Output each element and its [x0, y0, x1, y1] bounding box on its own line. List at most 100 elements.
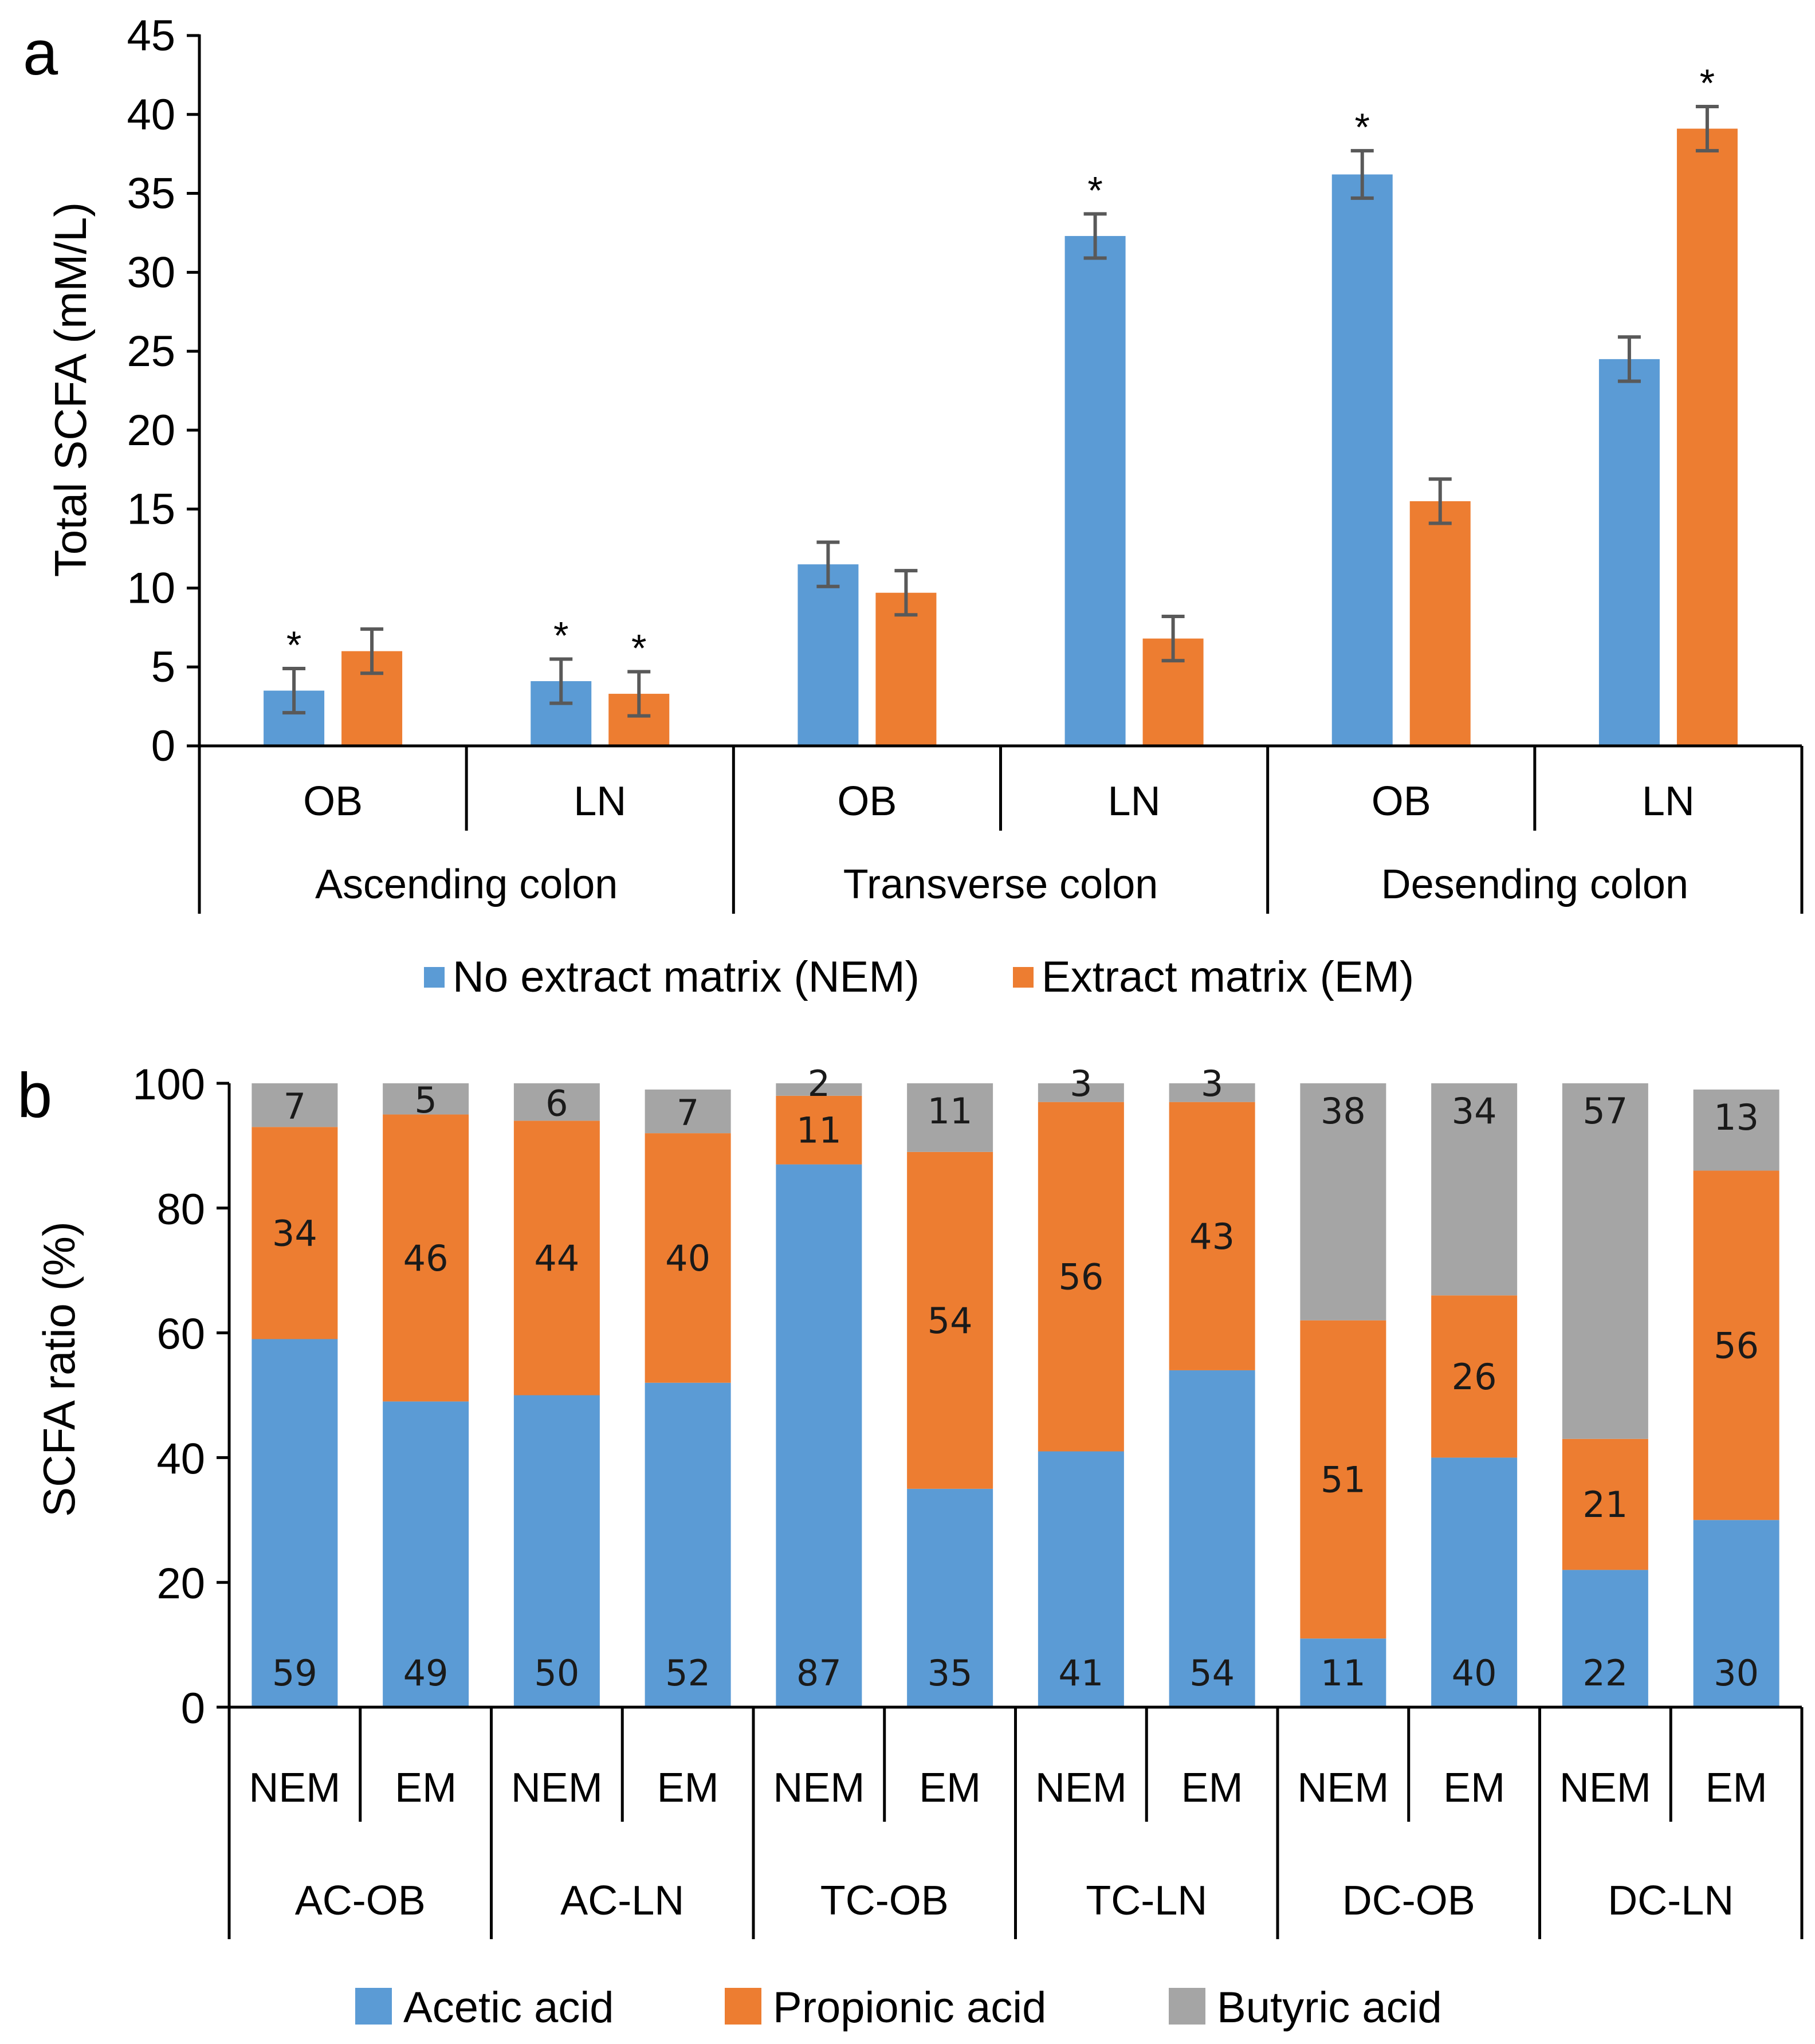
x-category-label: EM — [1443, 1765, 1505, 1811]
segment-propionic — [645, 1133, 731, 1383]
panel-a-y-ticks: 0 5 10 15 20 25 30 35 40 45 — [127, 11, 199, 771]
segment-butyric — [1562, 1083, 1648, 1439]
x-group-label: TC-LN — [1086, 1878, 1207, 1924]
segment-value-label: 34 — [1452, 1090, 1497, 1132]
segment-propionic — [1431, 1295, 1518, 1458]
segment-propionic — [383, 1114, 469, 1402]
bar-nem — [798, 564, 859, 746]
x-category-label: OB — [303, 779, 363, 824]
legend-swatch-nem — [424, 967, 445, 988]
y-tick-label: 10 — [127, 564, 175, 612]
segment-value-label: 26 — [1452, 1356, 1497, 1398]
bar-nem — [1598, 359, 1660, 746]
segment-value-label: 7 — [677, 1092, 699, 1134]
panel-a-chart: a Total SCFA (mM/L) 0 5 10 15 20 25 30 35 40 45 *… — [23, 11, 1804, 1001]
segment-propionic — [252, 1127, 338, 1339]
x-category-label: OB — [1372, 779, 1431, 824]
x-category-label: NEM — [249, 1765, 340, 1811]
panel-a-y-axis-title: Total SCFA (mM/L) — [45, 202, 96, 577]
segment-value-label: 57 — [1582, 1090, 1628, 1132]
panel-a-legend: No extract matrix (NEM) Extract matrix (E… — [424, 953, 1414, 1001]
y-tick-label: 40 — [127, 91, 175, 139]
panel-b-legend: Acetic acid Propionic acid Butyric acid — [355, 1983, 1442, 2032]
x-category-label: OB — [837, 779, 897, 824]
segment-propionic — [1038, 1102, 1124, 1452]
segment-acetic — [513, 1395, 600, 1707]
segment-value-label: 51 — [1321, 1459, 1366, 1501]
segment-value-label: 22 — [1582, 1652, 1628, 1694]
segment-butyric — [1038, 1083, 1124, 1102]
legend-label: Butyric acid — [1217, 1983, 1442, 2032]
segment-propionic — [1169, 1102, 1255, 1370]
segment-propionic — [513, 1121, 600, 1396]
segment-value-label: 46 — [403, 1237, 449, 1279]
segment-value-label: 3 — [1201, 1063, 1223, 1104]
x-group-label: DC-OB — [1342, 1878, 1475, 1924]
panel-a-category-labels: OB LN OB LN OB LN Ascending colon Transverse co… — [303, 779, 1695, 907]
segment-value-label: 49 — [403, 1652, 449, 1694]
significance-star: * — [286, 623, 301, 667]
segment-propionic — [907, 1151, 993, 1489]
x-category-label: LN — [1108, 779, 1161, 824]
x-category-label: LN — [1642, 779, 1695, 824]
x-category-label: EM — [919, 1765, 981, 1811]
legend-swatch-em — [1013, 967, 1034, 988]
x-category-label: EM — [1181, 1765, 1243, 1811]
y-tick-label: 15 — [127, 485, 175, 534]
segment-butyric — [1300, 1083, 1386, 1320]
segment-butyric — [907, 1083, 993, 1152]
panel-a-label: a — [23, 18, 58, 88]
segment-value-label: 7 — [284, 1086, 306, 1127]
segment-butyric — [513, 1083, 600, 1121]
segment-value-label: 21 — [1582, 1484, 1628, 1526]
segment-acetic — [1562, 1570, 1648, 1707]
legend-swatch-propionic — [725, 1988, 761, 2025]
y-tick-label: 45 — [127, 11, 175, 60]
segment-butyric — [252, 1083, 338, 1127]
segment-acetic — [252, 1339, 338, 1707]
segment-propionic — [1300, 1320, 1386, 1639]
segment-acetic — [1693, 1520, 1779, 1707]
legend-label: Extract matrix (EM) — [1042, 953, 1414, 1001]
legend-label: No extract matrix (NEM) — [453, 953, 920, 1001]
bar-em — [1676, 128, 1738, 746]
x-group-label: AC-LN — [560, 1878, 684, 1924]
y-tick-label: 100 — [132, 1060, 205, 1109]
segment-value-label: 56 — [1058, 1256, 1103, 1298]
x-group-label: DC-LN — [1608, 1878, 1734, 1924]
panel-b-y-axis-title: SCFA ratio (%) — [34, 1221, 84, 1517]
y-tick-label: 0 — [151, 722, 175, 771]
segment-propionic — [1562, 1438, 1648, 1570]
bar-nem — [1064, 235, 1126, 746]
segment-value-label: 54 — [928, 1300, 973, 1342]
segment-value-label: 43 — [1189, 1216, 1235, 1257]
y-tick-label: 60 — [156, 1310, 205, 1359]
segment-butyric — [645, 1089, 731, 1134]
segment-acetic — [383, 1401, 469, 1707]
y-tick-label: 35 — [127, 170, 175, 218]
segment-butyric — [1693, 1089, 1779, 1171]
segment-value-label: 50 — [534, 1652, 579, 1694]
bar-nem — [1331, 174, 1393, 746]
segment-butyric — [1431, 1083, 1518, 1296]
x-group-label: TC-OB — [820, 1878, 949, 1924]
y-tick-label: 20 — [156, 1559, 205, 1608]
significance-star: * — [1355, 105, 1370, 149]
segment-propionic — [1693, 1170, 1779, 1520]
segment-acetic — [907, 1488, 993, 1707]
segment-value-label: 40 — [665, 1237, 710, 1279]
x-category-label: NEM — [1035, 1765, 1127, 1811]
x-category-label: EM — [1706, 1765, 1767, 1811]
segment-value-label: 3 — [1070, 1063, 1092, 1104]
significance-star: * — [631, 626, 646, 670]
significance-star: * — [1700, 61, 1715, 105]
panel-b-category-labels: NEM EM NEM EM NEM EM NEM EM NEM EM NEM EM AC-OB AC-LN… — [249, 1765, 1767, 1924]
segment-value-label: 40 — [1452, 1652, 1497, 1694]
segment-acetic — [1169, 1370, 1255, 1707]
legend-label: Acetic acid — [403, 1983, 614, 2032]
x-category-label: EM — [657, 1765, 719, 1811]
segment-value-label: 11 — [1321, 1652, 1366, 1694]
segment-value-label: 6 — [545, 1083, 568, 1125]
